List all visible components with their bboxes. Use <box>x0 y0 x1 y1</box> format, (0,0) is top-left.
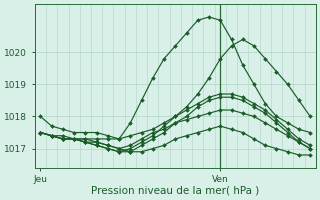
X-axis label: Pression niveau de la mer( hPa ): Pression niveau de la mer( hPa ) <box>91 186 260 196</box>
